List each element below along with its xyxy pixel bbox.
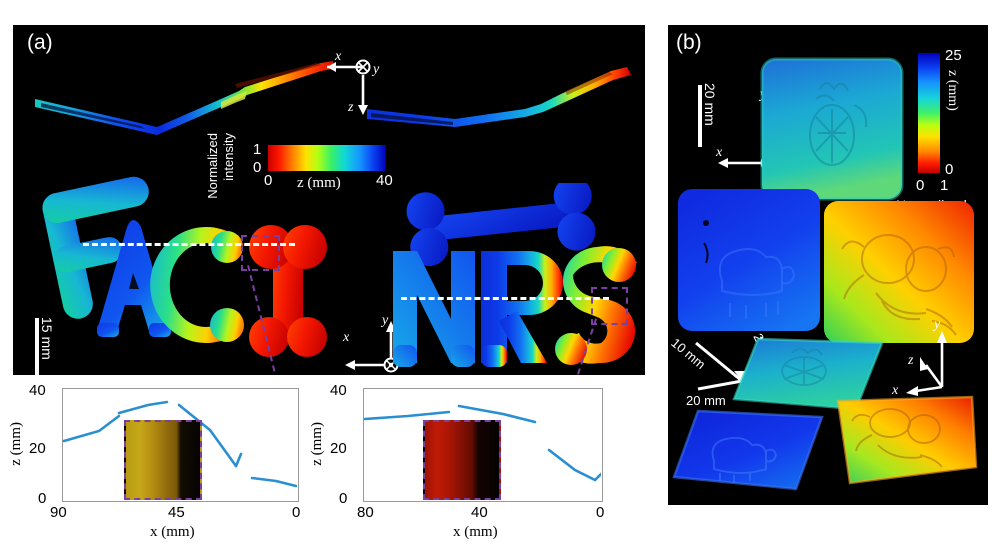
plot-left-xtick-45: 45	[168, 504, 185, 521]
section-line-right	[401, 297, 609, 300]
scale-bar-panel-b	[698, 85, 702, 147]
axis-label-y-top-a: y	[373, 62, 380, 77]
colorbar-a-gradient	[268, 145, 386, 171]
plot-right-data	[363, 404, 601, 482]
plot-left-data	[62, 400, 297, 488]
plot-right-ylabel: z (mm)	[309, 422, 325, 466]
plot-left-ytick-20: 20	[29, 440, 46, 457]
plot-right-xtick-80: 80	[357, 504, 374, 521]
side-profile-right	[367, 67, 631, 127]
roi-box-right	[591, 287, 628, 325]
plot-left-xtick-90: 90	[50, 504, 67, 521]
axis-label-x-bottom-b: x	[892, 383, 899, 398]
axis-triad-top-panel-a	[327, 59, 371, 115]
plot-left-xtick-0: 0	[292, 504, 301, 521]
scale-3d-width-label: 20 mm	[686, 393, 726, 408]
axis-label-z-top-a: z	[348, 100, 354, 115]
cross-section-plot-right: 0 20 40 80 40 0 z (mm) x (mm)	[305, 378, 615, 553]
plot-left-roi-inset	[124, 420, 202, 500]
plate-crab-tilted	[836, 395, 978, 485]
colorbar-a-intensity-max: 1	[253, 141, 262, 158]
letters-nrs	[393, 183, 637, 367]
plot-right-xtick-40: 40	[471, 504, 488, 521]
axis-label-y-bottom-a: y	[382, 313, 389, 328]
roi-box-left	[241, 235, 280, 271]
plate-sheep-frontal	[678, 189, 820, 331]
colorbar-a-z-min: 0	[264, 172, 273, 189]
plot-right-ytick-20: 20	[330, 440, 347, 457]
plot-right-roi-inset	[423, 420, 501, 500]
panel-a-label: (a)	[27, 31, 53, 54]
plot-right-xtick-0: 0	[596, 504, 605, 521]
letters-faci	[42, 176, 327, 357]
colorbar-b-gradient	[918, 53, 940, 173]
cross-section-plot-left: 0 20 40 90 45 0 z (mm) x (mm)	[8, 378, 310, 553]
axis-label-x-top-a: x	[335, 49, 342, 64]
plate-sheep-tilted	[672, 409, 824, 491]
colorbar-b-intensity-min: 0	[916, 177, 925, 194]
colorbar-b-z-min: 0	[945, 161, 954, 178]
colorbar-b-z-max: 25	[945, 47, 962, 64]
panel-b: (b) 25 0 z (mm) 0 1 Normalized intensity…	[668, 25, 988, 505]
plot-left-ylabel: z (mm)	[8, 422, 24, 466]
plot-left-ytick-0: 0	[38, 490, 47, 507]
plot-right-ytick-0: 0	[339, 490, 348, 507]
colorbar-b-z-axis-label: z (mm)	[945, 70, 960, 111]
panel-b-label: (b)	[676, 31, 702, 54]
axis-triad-bottom-panel-b	[906, 331, 947, 396]
plot-right-xlabel: x (mm)	[453, 524, 498, 540]
axis-label-x-top-b: x	[716, 145, 723, 160]
plot-left-ytick-40: 40	[29, 382, 46, 399]
plot-right-ytick-40: 40	[330, 382, 347, 399]
plate-pineapple-frontal	[760, 57, 904, 201]
section-line-left	[83, 243, 295, 246]
colorbar-b-intensity-max: 1	[940, 177, 949, 194]
scale-bar-panel-b-label: 20 mm	[702, 83, 718, 126]
colorbar-panel-a: Normalized intensity 1 0 0 z (mm) 40	[205, 133, 409, 207]
panel-a: (a)	[13, 25, 645, 375]
colorbar-a-intensity-min: 0	[253, 159, 262, 176]
axis-label-y-bottom-b: y	[934, 317, 941, 332]
side-profile-left	[35, 61, 333, 135]
colorbar-a-intensity-label-2: intensity	[221, 133, 236, 181]
colorbar-a-z-axis-label: z (mm)	[297, 175, 341, 191]
axis-label-z-bottom-b: z	[908, 353, 914, 368]
plot-left-xlabel: x (mm)	[150, 524, 195, 540]
axis-label-x-bottom-a: x	[343, 330, 350, 345]
scale-bar-panel-a	[35, 318, 39, 375]
scale-bar-panel-a-label: 15 mm	[39, 317, 55, 360]
colorbar-a-z-max: 40	[376, 172, 393, 189]
plate-crab-frontal	[824, 201, 974, 343]
